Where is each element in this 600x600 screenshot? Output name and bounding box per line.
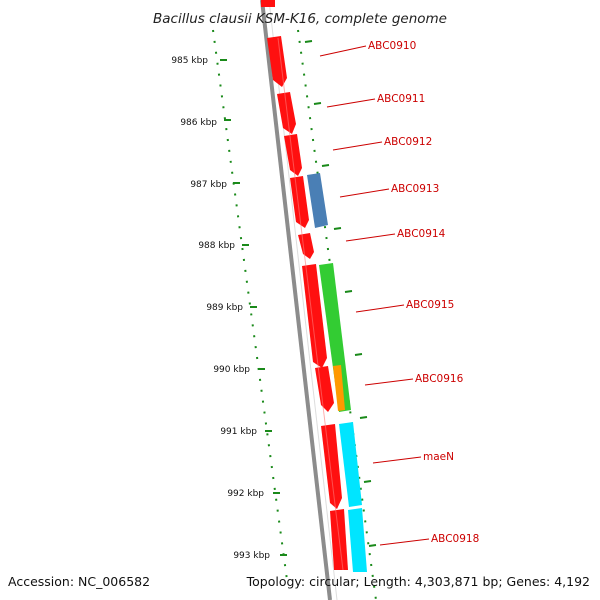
cds-arrow-abc0916-red[interactable]	[315, 366, 334, 412]
label-leaders	[319, 45, 430, 546]
cds-arrow-abc0914[interactable]	[298, 233, 314, 259]
tick-label: 991 kbp	[220, 427, 257, 437]
tick-label: 992 kbp	[227, 489, 264, 499]
outer-tick	[368, 544, 377, 547]
gene-label[interactable]: ABC0910	[368, 40, 416, 52]
leader-line	[319, 45, 367, 57]
topology-summary: Topology: circular; Length: 4,303,871 bp…	[246, 574, 590, 589]
feature-orange[interactable]	[333, 365, 345, 411]
cds-arrow-abc0915[interactable]	[302, 264, 327, 368]
feature-cyan-1[interactable]	[339, 422, 362, 507]
secondary-track	[307, 173, 367, 572]
outer-tick	[321, 164, 330, 167]
outer-tick	[344, 290, 353, 293]
tick-label: 989 kbp	[206, 303, 243, 313]
feature-blue[interactable]	[307, 173, 328, 228]
kbp-tick-labels: 985 kbp 986 kbp 987 kbp 988 kbp 989 kbp …	[171, 56, 270, 561]
gene-label[interactable]: ABC0916	[415, 373, 464, 385]
gene-label[interactable]: ABC0911	[377, 93, 425, 105]
leader-line	[332, 141, 383, 151]
outer-ticks	[304, 40, 377, 547]
tick-label: 987 kbp	[190, 180, 227, 190]
kbp-ticks	[220, 59, 287, 556]
outer-tick	[363, 480, 372, 483]
map-title: Bacillus clausii KSM-K16, complete genom…	[153, 11, 447, 27]
cds-arrow-abc0913-red[interactable]	[290, 176, 309, 228]
outer-tick	[359, 416, 368, 419]
feature-top-remnant	[261, 0, 275, 7]
tick-label: 985 kbp	[171, 56, 208, 66]
gene-label[interactable]: ABC0918	[431, 533, 479, 545]
cds-shading	[277, 37, 344, 571]
tick-label: 986 kbp	[180, 118, 217, 128]
gene-label[interactable]: maeN	[423, 451, 454, 463]
tick-label: 988 kbp	[198, 241, 235, 251]
gene-label[interactable]: ABC0912	[384, 136, 432, 148]
feature-green[interactable]	[319, 263, 351, 412]
leader-line	[379, 538, 430, 546]
leader-line	[372, 456, 422, 464]
tick-label: 990 kbp	[213, 365, 250, 375]
leader-line	[345, 233, 396, 242]
outer-tick	[313, 102, 322, 105]
leader-line	[364, 378, 414, 386]
accession-text: Accession: NC_006582	[8, 574, 150, 589]
outer-tick	[333, 227, 342, 230]
cds-arrow-abc0912[interactable]	[284, 134, 302, 176]
gene-label[interactable]: ABC0914	[397, 228, 446, 240]
guide-line-inner	[212, 29, 288, 581]
outer-tick	[304, 40, 313, 43]
genome-backbone	[260, 0, 332, 600]
cds-features	[267, 36, 348, 571]
gene-label[interactable]: ABC0915	[406, 299, 454, 311]
tick-label: 993 kbp	[233, 551, 270, 561]
gene-labels: ABC0910 ABC0911 ABC0912 ABC0913 ABC0914 …	[368, 40, 479, 545]
cds-arrow-abc0911[interactable]	[277, 92, 296, 134]
leader-line	[339, 188, 390, 198]
leader-line	[355, 304, 405, 313]
gene-label[interactable]: ABC0913	[391, 183, 439, 195]
outer-tick	[354, 353, 363, 356]
cds-arrow-maen[interactable]	[321, 424, 342, 509]
leader-line	[326, 98, 376, 108]
feature-cyan-2[interactable]	[348, 508, 367, 572]
